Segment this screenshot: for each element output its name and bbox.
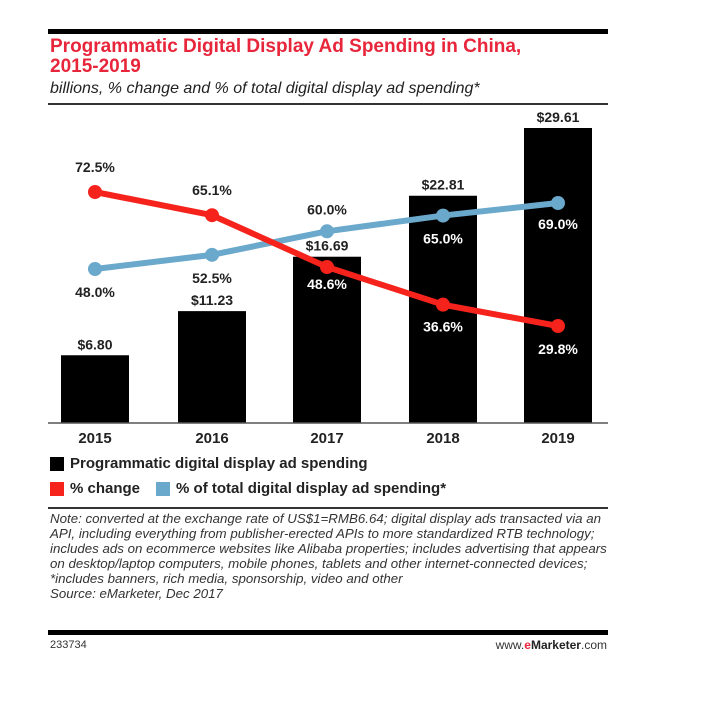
brand-logo: www.eMarketer.com bbox=[496, 638, 607, 652]
brand-suffix: .com bbox=[580, 638, 607, 652]
pct-change-label-2018: 36.6% bbox=[423, 319, 463, 335]
x-tick-label-2018: 2018 bbox=[426, 430, 459, 447]
legend-swatch-pct-change bbox=[50, 481, 64, 496]
title-line-1: Programmatic Digital Display Ad Spending… bbox=[50, 36, 522, 57]
brand-prefix: www. bbox=[495, 638, 525, 652]
pct-total-label-2018: 65.0% bbox=[423, 231, 463, 247]
pct-total-label-2016: 52.5% bbox=[192, 270, 232, 286]
pct-total-label-2019: 69.0% bbox=[538, 216, 578, 232]
pct-total-point-2015 bbox=[88, 262, 102, 276]
legend-swatch-pct-total bbox=[156, 481, 171, 496]
title-line-2: 2015-2019 bbox=[50, 56, 141, 77]
chart-subtitle: billions, % change and % of total digita… bbox=[50, 80, 480, 97]
legend-label-pct-total: % of total digital display ad spending* bbox=[176, 480, 447, 497]
note-text: Note: converted at the exchange rate of … bbox=[50, 511, 607, 586]
bottom-rule bbox=[48, 630, 608, 635]
bar-value-label-2017: $16.69 bbox=[306, 238, 349, 254]
legend-bars: Programmatic digital display ad spending bbox=[50, 455, 368, 472]
x-tick-label-2016: 2016 bbox=[195, 430, 228, 447]
bar-2015 bbox=[61, 355, 129, 423]
legend-swatch-bars bbox=[50, 456, 64, 471]
legend-label-pct-change: % change bbox=[70, 480, 141, 497]
pct-change-label-2019: 29.8% bbox=[538, 341, 578, 357]
notes-rule bbox=[48, 507, 608, 509]
legend-label-bars: Programmatic digital display ad spending bbox=[70, 455, 368, 472]
pct-change-label-2016: 65.1% bbox=[192, 182, 232, 198]
pct-total-point-2017 bbox=[320, 224, 334, 239]
pct-total-point-2018 bbox=[436, 208, 450, 223]
bar-value-label-2019: $29.61 bbox=[537, 109, 580, 125]
bar-2017 bbox=[293, 256, 361, 423]
pct-total-label-2017: 60.0% bbox=[307, 201, 347, 217]
bar-value-label-2018: $22.81 bbox=[422, 177, 465, 193]
x-tick-label-2015: 2015 bbox=[78, 430, 111, 447]
bar-value-label-2016: $11.23 bbox=[191, 292, 233, 308]
pct-change-label-2017: 48.6% bbox=[307, 276, 347, 292]
brand-e: e bbox=[524, 638, 531, 652]
pct-total-point-2019 bbox=[551, 196, 565, 210]
legend-lines: % change % of total digital display ad s… bbox=[50, 480, 446, 497]
top-rule bbox=[48, 29, 608, 34]
chart-plot: 2015 2016 2017 2018 2019 $6.80 $11.23 $16.69 $2… bbox=[48, 109, 608, 447]
x-tick-label-2019: 2019 bbox=[541, 430, 574, 447]
pct-change-point-2018 bbox=[436, 297, 450, 312]
bar-value-label-2015: $6.80 bbox=[77, 336, 112, 352]
pct-change-point-2019 bbox=[551, 319, 565, 333]
notes: Note: converted at the exchange rate of … bbox=[50, 511, 615, 601]
bar-2016 bbox=[178, 311, 246, 423]
pct-change-point-2017 bbox=[320, 260, 334, 275]
chart-id: 233734 bbox=[50, 639, 87, 651]
bar-2019 bbox=[524, 128, 592, 423]
pct-change-point-2015 bbox=[88, 185, 102, 199]
pct-total-label-2015: 48.0% bbox=[75, 284, 115, 300]
pct-change-label-2015: 72.5% bbox=[75, 159, 115, 175]
x-tick-label-2017: 2017 bbox=[310, 430, 343, 447]
pct-change-point-2016 bbox=[205, 208, 219, 223]
pct-total-point-2016 bbox=[205, 247, 219, 262]
chart-title: Programmatic Digital Display Ad Spending… bbox=[50, 37, 610, 77]
brand-name: Marketer bbox=[530, 638, 581, 652]
subtitle-rule bbox=[48, 103, 608, 105]
source-text: Source: eMarketer, Dec 2017 bbox=[50, 586, 223, 601]
